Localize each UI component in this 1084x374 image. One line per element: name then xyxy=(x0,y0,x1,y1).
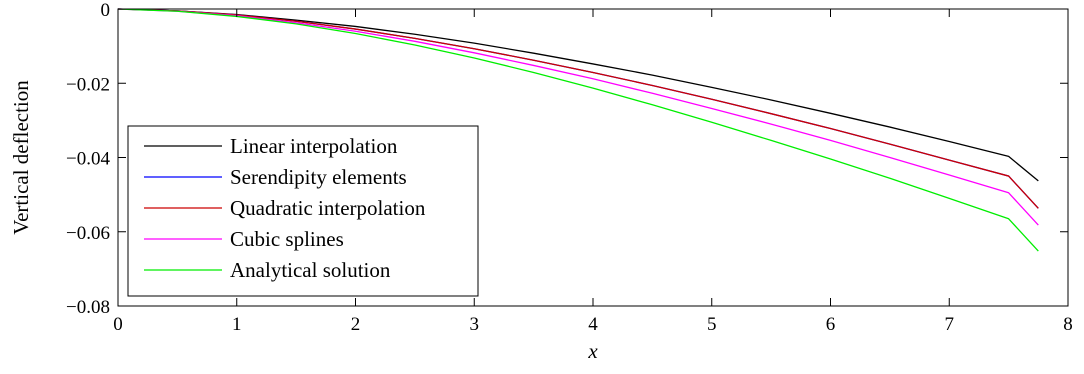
series-line-5 xyxy=(117,8,1039,252)
y-axis-title: Vertical deflection xyxy=(9,80,33,235)
x-tick-label: 1 xyxy=(232,314,242,335)
ticks-layer: 0 1 2 3 4 5 6 7 8 0 −0.02 −0.04 −0.06 −0.08 xyxy=(66,0,1073,335)
x-tick-label: 6 xyxy=(826,314,836,335)
y-tick-label: 0 xyxy=(101,0,111,21)
series-line-1 xyxy=(117,8,1039,182)
y-tick-label: −0.08 xyxy=(66,297,110,318)
y-tick-label: −0.06 xyxy=(66,223,110,244)
x-tick-label: 2 xyxy=(351,314,361,335)
x-tick-label: 7 xyxy=(945,314,955,335)
legend-label: Cubic splines xyxy=(230,227,344,251)
series-line-4 xyxy=(117,8,1039,226)
y-tick-label: −0.04 xyxy=(66,149,110,170)
legend-label: Linear interpolation xyxy=(230,134,398,158)
x-tick-label: 5 xyxy=(707,314,717,335)
x-axis-title: x xyxy=(587,339,598,363)
y-tick-label: −0.02 xyxy=(66,74,110,95)
x-tick-label: 4 xyxy=(588,314,598,335)
series-layer xyxy=(117,8,1039,252)
x-tick-label: 0 xyxy=(113,314,123,335)
series-line-3 xyxy=(117,8,1039,209)
legend-label: Analytical solution xyxy=(230,258,391,282)
legend-box xyxy=(127,125,479,297)
x-tick-label: 3 xyxy=(470,314,480,335)
legend-label: Serendipity elements xyxy=(230,165,407,189)
legend-label: Quadratic interpolation xyxy=(230,196,426,220)
legend: Linear interpolation Serendipity elements… xyxy=(127,125,479,297)
x-tick-label: 8 xyxy=(1063,314,1073,335)
